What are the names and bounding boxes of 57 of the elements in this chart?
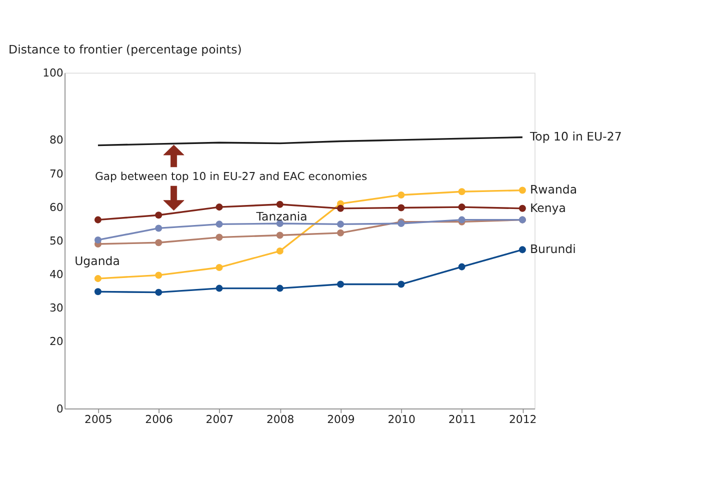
x-tick-label: 2009 (327, 413, 355, 426)
x-tick-label: 2008 (266, 413, 294, 426)
series-label: Rwanda (530, 182, 578, 197)
annotation: Gap between top 10 in EU-27 and EAC economies (94, 170, 368, 183)
point (276, 248, 284, 255)
x-tick-label: 2005 (84, 413, 112, 426)
point (216, 204, 223, 211)
point (94, 288, 102, 296)
y-tick-label: 60 (50, 200, 64, 214)
point (518, 246, 526, 254)
y-tick-label: 0 (56, 402, 64, 416)
x-tick-label: 2007 (206, 413, 234, 426)
y-tick-label: 70 (50, 167, 64, 180)
point (398, 280, 405, 288)
y-tick-label: 30 (50, 302, 64, 315)
y-tick-label: 20 (50, 335, 64, 348)
y-tick-label: 80 (50, 134, 64, 147)
point (94, 236, 102, 244)
point (216, 264, 223, 271)
x-tick-label: 2011 (448, 413, 476, 426)
point (458, 204, 466, 211)
point (155, 212, 162, 219)
point (216, 234, 223, 241)
x-tick-label: 2010 (388, 413, 416, 426)
point (276, 232, 284, 239)
y-tick-label: 100 (42, 66, 64, 80)
point (216, 220, 223, 228)
point (216, 284, 223, 292)
point (155, 239, 162, 246)
point (458, 263, 466, 270)
y-tick-label: 50 (50, 234, 64, 248)
x-tick-label: 2012 (509, 413, 537, 426)
point (276, 200, 284, 208)
x-tick-label: 2006 (145, 413, 173, 426)
point (94, 275, 102, 282)
series-label: Tanzania (255, 209, 308, 224)
series-label: Burundi (530, 242, 576, 256)
y-tick-label: 40 (50, 268, 64, 281)
point (518, 204, 526, 212)
line-series (97, 136, 524, 146)
point (337, 204, 344, 212)
point (337, 280, 344, 288)
point (398, 204, 405, 212)
point (398, 191, 405, 198)
point (276, 284, 284, 292)
point (155, 272, 162, 279)
series-label: Top 10 in EU-27 (528, 130, 622, 144)
y-axis-title: Distance to frontier (percentage points) (8, 42, 242, 56)
series-label: Kenya (530, 200, 566, 215)
point (518, 186, 526, 194)
point (155, 224, 162, 232)
point (94, 216, 102, 224)
series-label: Uganda (74, 254, 120, 268)
point (155, 288, 162, 296)
point (458, 188, 466, 196)
point (337, 220, 344, 228)
point (337, 229, 344, 236)
